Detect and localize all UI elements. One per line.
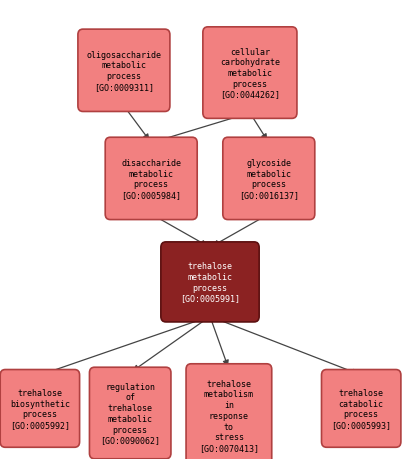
FancyBboxPatch shape [186,364,272,459]
FancyBboxPatch shape [78,30,170,112]
FancyBboxPatch shape [105,138,197,220]
FancyBboxPatch shape [89,367,171,459]
Text: trehalose
biosynthetic
process
[GO:0005992]: trehalose biosynthetic process [GO:00059… [10,388,70,429]
Text: trehalose
metabolism
in
response
to
stress
[GO:0070413]: trehalose metabolism in response to stre… [199,379,259,452]
Text: oligosaccharide
metabolic
process
[GO:0009311]: oligosaccharide metabolic process [GO:00… [87,50,161,92]
Text: disaccharide
metabolic
process
[GO:0005984]: disaccharide metabolic process [GO:00059… [121,158,181,200]
FancyBboxPatch shape [322,370,401,447]
Text: glycoside
metabolic
process
[GO:0016137]: glycoside metabolic process [GO:0016137] [239,158,299,200]
FancyBboxPatch shape [0,370,80,447]
FancyBboxPatch shape [161,242,259,322]
Text: cellular
carbohydrate
metabolic
process
[GO:0044262]: cellular carbohydrate metabolic process … [220,47,280,100]
Text: regulation
of
trehalose
metabolic
process
[GO:0090062]: regulation of trehalose metabolic proces… [100,382,160,444]
Text: trehalose
metabolic
process
[GO:0005991]: trehalose metabolic process [GO:0005991] [180,262,240,303]
FancyBboxPatch shape [203,28,297,119]
Text: trehalose
catabolic
process
[GO:0005993]: trehalose catabolic process [GO:0005993] [331,388,391,429]
FancyBboxPatch shape [223,138,315,220]
